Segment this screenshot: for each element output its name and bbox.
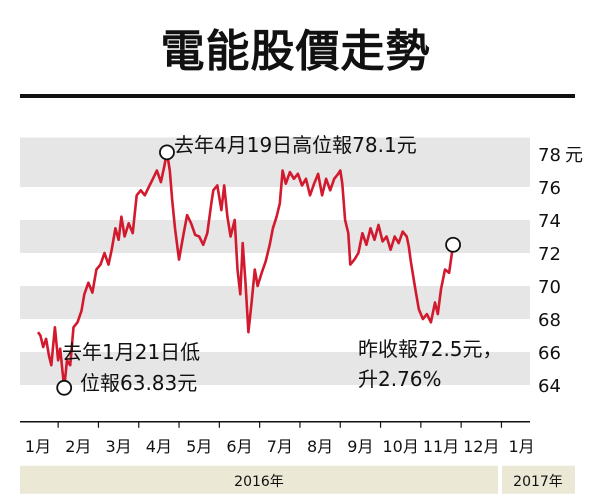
annotation-low: 位報63.83元 <box>80 371 197 395</box>
x-tick-label: 1月 <box>509 437 535 456</box>
x-tick-label: 7月 <box>267 437 293 456</box>
y-tick-label: 78 <box>538 145 561 166</box>
y-tick-label: 72 <box>538 244 561 265</box>
y-tick-label: 68 <box>538 310 561 331</box>
annotation-high: 去年4月19日高位報78.1元 <box>174 133 417 157</box>
x-tick-label: 1月 <box>25 437 51 456</box>
title-rule <box>20 94 575 98</box>
chart-title: 電能股價走勢 <box>160 26 431 77</box>
x-tick-label: 10月 <box>383 437 419 456</box>
annotation-last-close: 升2.76% <box>358 367 442 391</box>
grid-band <box>20 154 530 187</box>
y-tick-label: 74 <box>538 211 561 232</box>
year-band-2016 <box>20 465 498 494</box>
year-label: 2017年 <box>513 474 563 490</box>
x-tick-label: 11月 <box>423 437 459 456</box>
x-tick-label: 9月 <box>347 437 373 456</box>
price-line <box>36 151 455 390</box>
year-band-2017 <box>502 465 575 494</box>
grid-band <box>20 137 530 154</box>
annotation-last-close: 昨收報72.5元， <box>358 337 503 361</box>
low-point-marker <box>56 379 73 396</box>
high-point-marker <box>159 144 175 161</box>
x-tick-label: 4月 <box>146 437 172 456</box>
y-tick-label: 66 <box>538 343 561 364</box>
x-tick-label: 3月 <box>106 437 132 456</box>
x-tick-label: 12月 <box>463 437 499 456</box>
y-unit-label: 元 <box>565 145 583 166</box>
annotation-low: 去年1月21日低 <box>62 340 200 364</box>
x-tick-label: 2月 <box>65 437 91 456</box>
y-tick-label: 64 <box>538 376 561 397</box>
last-close-marker <box>445 236 461 253</box>
x-tick-label: 5月 <box>186 437 212 456</box>
grid-band <box>20 286 530 319</box>
y-tick-label: 76 <box>538 178 561 199</box>
x-tick-label: 6月 <box>226 437 252 456</box>
year-label: 2016年 <box>234 474 284 490</box>
y-tick-label: 70 <box>538 277 561 298</box>
grid-band <box>20 352 530 385</box>
x-tick-label: 8月 <box>307 437 333 456</box>
